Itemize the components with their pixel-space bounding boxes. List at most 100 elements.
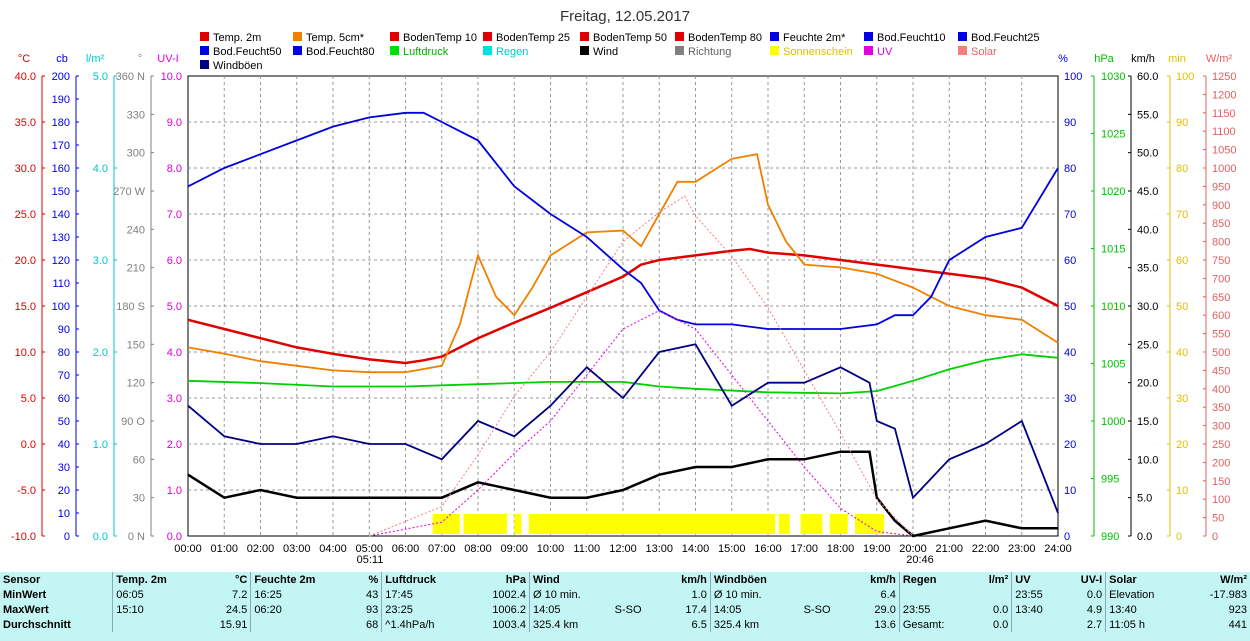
x-tick-label: 23:00 <box>1008 543 1036 555</box>
axis-tick-label: 10 <box>58 508 70 520</box>
axis-tick-label: 5.0 <box>1137 493 1152 505</box>
axis-tick-label: 995 <box>1101 474 1119 486</box>
axis-tick-label: 1010 <box>1101 301 1125 313</box>
stats-cell <box>801 617 851 632</box>
legend-swatch <box>200 46 209 55</box>
axis-tick-label: 6.0 <box>167 255 182 267</box>
stats-cell: 43 <box>366 588 379 601</box>
axis-tick-label: 550 <box>1212 329 1230 341</box>
legend-label: Temp. 2m <box>213 32 261 44</box>
axis-tick-label: 4.0 <box>93 163 108 175</box>
x-tick-label: 24:00 <box>1044 543 1072 555</box>
legend-swatch <box>770 46 779 55</box>
x-tick-label: 14:00 <box>682 543 710 555</box>
stats-header: UV-I <box>1080 573 1103 586</box>
axis-tick-label: 20.0 <box>15 255 36 267</box>
axis-tick-label: 8.0 <box>167 163 182 175</box>
axis-unit: ° <box>138 53 142 65</box>
axis-tick-label: 50 <box>1064 301 1076 313</box>
axis-tick-label: 10 <box>1064 485 1076 497</box>
axis-tick-label: 5.0 <box>167 301 182 313</box>
legend-label: Bod.Feucht10 <box>877 32 946 44</box>
series-line-temp-5cm- <box>187 153 1059 374</box>
axis-tick-label: 0.0 <box>1137 531 1152 543</box>
axis-tick-label: 90 <box>1176 117 1188 129</box>
axis-tick-label: 50 <box>58 416 70 428</box>
axis-tick-label: 150 <box>1212 476 1230 488</box>
legend-label: Wind <box>593 46 618 58</box>
stats-header: Regen <box>898 572 973 587</box>
axis-tick-label: 990 <box>1101 531 1119 543</box>
axis-tick-label: 180 S <box>116 301 145 313</box>
axis-tick-label: 130 <box>52 232 70 244</box>
axis-tick-label: 20 <box>1064 439 1076 451</box>
axis-tick-label: 100 <box>1064 71 1082 83</box>
stats-cell: 13.6 <box>874 618 896 631</box>
x-tick-label: 08:00 <box>464 543 492 555</box>
axis-tick-label: 1.0 <box>93 439 108 451</box>
stats-cell <box>972 587 1012 602</box>
x-tick-label: 06:00 <box>392 543 420 555</box>
legend-swatch <box>293 46 302 55</box>
stats-header: hPa <box>505 573 526 586</box>
stats-cell: 13:40 <box>1105 602 1185 617</box>
stats-cell: 15.91 <box>219 618 248 631</box>
stats-cell: 16:25 <box>250 587 354 602</box>
stats-header: W/m² <box>1220 573 1247 586</box>
stats-cell: 325.4 km <box>528 617 612 632</box>
series-line-solar <box>369 195 914 537</box>
axis-tick-label: 250 <box>1212 439 1230 451</box>
stats-cell: 11:05 h <box>1105 617 1185 632</box>
axis-tick-label: 160 <box>52 163 70 175</box>
x-tick-label: 12:00 <box>609 543 637 555</box>
axis-tick-label: 60 <box>1176 255 1188 267</box>
axis-tick-label: 240 <box>127 224 145 236</box>
axis-tick-label: 0 <box>64 531 70 543</box>
axis-tick-label: 300 <box>127 148 145 160</box>
axis-tick-label: 30 <box>1064 393 1076 405</box>
stats-cell: 7.2 <box>232 588 248 601</box>
axis-tick-label: 1.0 <box>167 485 182 497</box>
axis-tick-label: 2.0 <box>93 347 108 359</box>
stats-cell: Durchschnitt <box>3 618 71 631</box>
weather-chart: Freitag, 12.05.2017 Temp. 2m Temp. 5cm* Bo… <box>11 8 1237 566</box>
stats-row-min: MinWert 06:05 7.2 16:25 43 17:45 1002.4 Ø 10 mi… <box>0 587 1250 602</box>
series-line-temp-2m <box>187 247 1059 365</box>
axis-tick-label: 1000 <box>1101 416 1125 428</box>
legend-label: Bod.Feucht50 <box>213 46 282 58</box>
legend-swatch <box>864 46 873 55</box>
axis-tick-label: 10.0 <box>161 71 182 83</box>
axis-tick-label: 0.0 <box>21 439 36 451</box>
x-tick-label: 04:00 <box>319 543 347 555</box>
axis-tick-label: 25.0 <box>1137 339 1158 351</box>
legend-swatch <box>293 32 302 41</box>
x-tick-label: 16:00 <box>754 543 782 555</box>
sunshine-bar <box>855 514 884 534</box>
legend-label: UV <box>877 46 893 58</box>
axis-tick-label: 0.0 <box>167 531 182 543</box>
sunshine-bar <box>463 514 507 534</box>
stats-cell: 06:20 <box>250 602 354 617</box>
x-tick-label: 17:00 <box>790 543 818 555</box>
axis-tick-label: 120 <box>127 378 145 390</box>
stats-cell: Ø 10 min. <box>528 587 612 602</box>
stats-cell: S-SO <box>614 603 642 616</box>
axis-tick-label: -5.0 <box>17 485 36 497</box>
axis-tick-label: 700 <box>1212 273 1230 285</box>
legend-swatch <box>580 46 589 55</box>
stats-cell <box>801 587 851 602</box>
stats-cell: 29.0 <box>874 603 896 616</box>
stats-cell: 93 <box>366 603 379 616</box>
axis-tick-label: 5.0 <box>93 71 108 83</box>
axis-tick-label: 1020 <box>1101 186 1125 198</box>
axis-unit: % <box>1058 53 1068 65</box>
sunset-label: 20:46 <box>906 554 934 566</box>
axis-tick-label: -10.0 <box>11 531 36 543</box>
axis-tick-label: 1000 <box>1212 163 1236 175</box>
legend-label: BodenTemp 10 <box>403 32 477 44</box>
axis-tick-label: 25.0 <box>15 209 36 221</box>
axis-tick-label: 20 <box>58 485 70 497</box>
axis-tick-label: 30 <box>133 493 145 505</box>
axis-tick-label: 190 <box>52 94 70 106</box>
series-line-wind <box>187 450 1058 538</box>
